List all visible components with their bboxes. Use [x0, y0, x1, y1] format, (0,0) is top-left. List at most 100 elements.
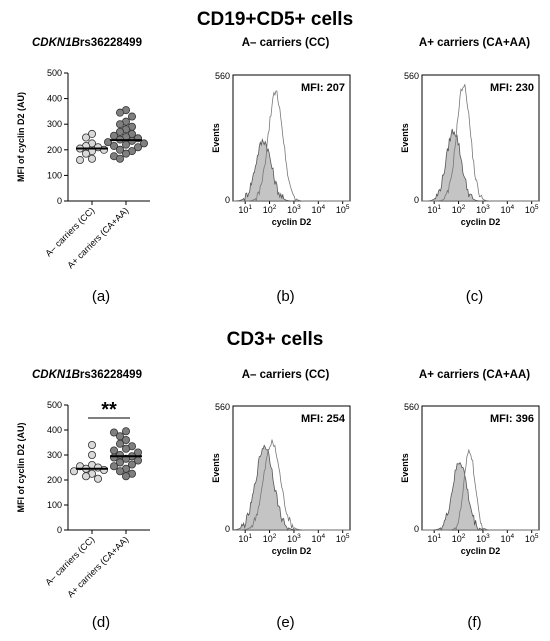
- data-point: [133, 143, 142, 152]
- x-tick-label: 102: [452, 204, 466, 215]
- isotype-histogram: [232, 444, 350, 532]
- data-point: [100, 145, 109, 154]
- y-tick-label: 400: [47, 425, 62, 435]
- snp-id: rs36228499: [80, 369, 142, 381]
- y-tick-label: 560: [404, 402, 419, 412]
- x-axis-label: cyclin D2: [272, 546, 312, 556]
- panel-label: (c): [466, 288, 484, 305]
- category-label: A+ carriers (CA+AA): [65, 205, 130, 270]
- mfi-label: MFI: 254: [301, 413, 346, 425]
- data-point: [110, 453, 119, 462]
- data-point: [88, 129, 97, 138]
- panel-label: (d): [92, 614, 110, 631]
- data-point: [122, 472, 131, 481]
- data-point: [127, 460, 136, 469]
- y-tick-label: 560: [215, 402, 230, 412]
- data-point: [116, 439, 125, 448]
- data-point: [122, 140, 131, 149]
- x-tick-label: 105: [336, 204, 350, 215]
- histogram-panel-e: A– carriers (CC) 560 0 Events 101 102 103 104 10…: [211, 369, 351, 631]
- scatter-panel-d: CDKN1Brs36228499 0 100 200 300 400 500 MFI of c…: [16, 369, 150, 631]
- data-point: [110, 141, 119, 150]
- scatter-panel-a: CDKN1Brs36228499 0 100 200 300 400 500 MFI of c…: [16, 37, 150, 305]
- y-tick-label: 300: [47, 450, 62, 460]
- data-point: [82, 472, 91, 481]
- cyclin-d2-histogram: [233, 439, 350, 531]
- data-point: [127, 112, 136, 121]
- x-tick-label: 101: [238, 533, 252, 544]
- gene-name: CDKN1B: [32, 37, 80, 49]
- histogram-title: A+ carriers (CA+AA): [419, 37, 530, 49]
- data-point: [139, 139, 148, 148]
- y-tick-label: 400: [47, 94, 62, 104]
- cyclin-d2-histogram: [233, 90, 350, 203]
- y-axis-label: Events: [211, 123, 221, 153]
- y-tick-label: 0: [414, 195, 419, 205]
- significance-label: **: [101, 399, 117, 421]
- x-tick-label: 101: [427, 204, 441, 215]
- y-axis-label: Events: [400, 453, 410, 483]
- histogram-title: A– carriers (CC): [242, 37, 330, 49]
- histogram-panel-b: A– carriers (CC) 560 0 Events 101 102 103 104 10…: [211, 37, 351, 305]
- isotype-histogram: [233, 137, 350, 203]
- x-tick-label: 102: [452, 533, 466, 544]
- data-point: [94, 474, 103, 483]
- cyclin-d2-histogram: [422, 84, 539, 202]
- x-tick-label: 103: [476, 204, 490, 215]
- x-tick-label: 104: [311, 204, 325, 215]
- x-axis-label: cyclin D2: [461, 546, 501, 556]
- data-point: [116, 108, 125, 117]
- y-tick-label: 100: [47, 170, 62, 180]
- data-point: [100, 465, 109, 474]
- data-point: [88, 450, 97, 459]
- data-point: [116, 458, 125, 467]
- y-axis-label: Events: [400, 123, 410, 153]
- section-title-cd19: CD19+CD5+ cells: [197, 9, 353, 30]
- histogram-title: A– carriers (CC): [242, 369, 330, 381]
- section-title-cd3: CD3+ cells: [227, 329, 324, 350]
- histogram-panel-c: A+ carriers (CA+AA) 560 0 Events 101 102 103 10…: [400, 37, 540, 305]
- y-tick-label: 560: [404, 71, 419, 81]
- y-tick-label: 100: [47, 500, 62, 510]
- data-point: [110, 446, 119, 455]
- category-label: A+ carriers (CA+AA): [65, 534, 130, 599]
- x-tick-label: 103: [287, 204, 301, 215]
- data-point: [116, 120, 125, 129]
- data-point: [82, 133, 91, 142]
- data-point: [122, 149, 131, 158]
- data-point: [88, 440, 97, 449]
- y-tick-label: 200: [47, 475, 62, 485]
- y-tick-label: 0: [57, 196, 62, 206]
- y-tick-label: 0: [414, 524, 419, 534]
- x-tick-label: 103: [287, 533, 301, 544]
- x-tick-label: 104: [500, 204, 514, 215]
- data-point: [116, 467, 125, 476]
- x-tick-label: 102: [263, 533, 277, 544]
- data-point: [110, 428, 119, 437]
- data-point: [116, 145, 125, 154]
- x-tick-label: 105: [336, 533, 350, 544]
- histogram-panel-f: A+ carriers (CA+AA) 560 0 Events 101 102 103 10…: [400, 369, 540, 631]
- x-axis-label: cyclin D2: [272, 217, 312, 227]
- x-tick-label: 105: [525, 533, 539, 544]
- y-axis-label: MFI of cyclin D2 (AU): [16, 422, 26, 512]
- y-tick-label: 0: [57, 525, 62, 535]
- data-point: [122, 444, 131, 453]
- panel-label: (a): [92, 288, 110, 305]
- x-tick-label: 104: [500, 533, 514, 544]
- y-tick-label: 500: [47, 400, 62, 410]
- y-tick-label: 500: [47, 68, 62, 78]
- x-tick-label: 102: [263, 204, 277, 215]
- data-point: [82, 149, 91, 158]
- y-tick-label: 300: [47, 119, 62, 129]
- isotype-histogram: [422, 128, 539, 202]
- y-axis-label: MFI of cyclin D2 (AU): [16, 92, 26, 182]
- data-point: [122, 435, 131, 444]
- snp-id: rs36228499: [80, 37, 142, 49]
- data-point: [76, 156, 85, 165]
- gene-title: CDKN1Brs36228499: [32, 37, 142, 49]
- data-point: [110, 462, 119, 471]
- gene-title: CDKN1Brs36228499: [32, 369, 142, 381]
- data-point: [122, 427, 131, 436]
